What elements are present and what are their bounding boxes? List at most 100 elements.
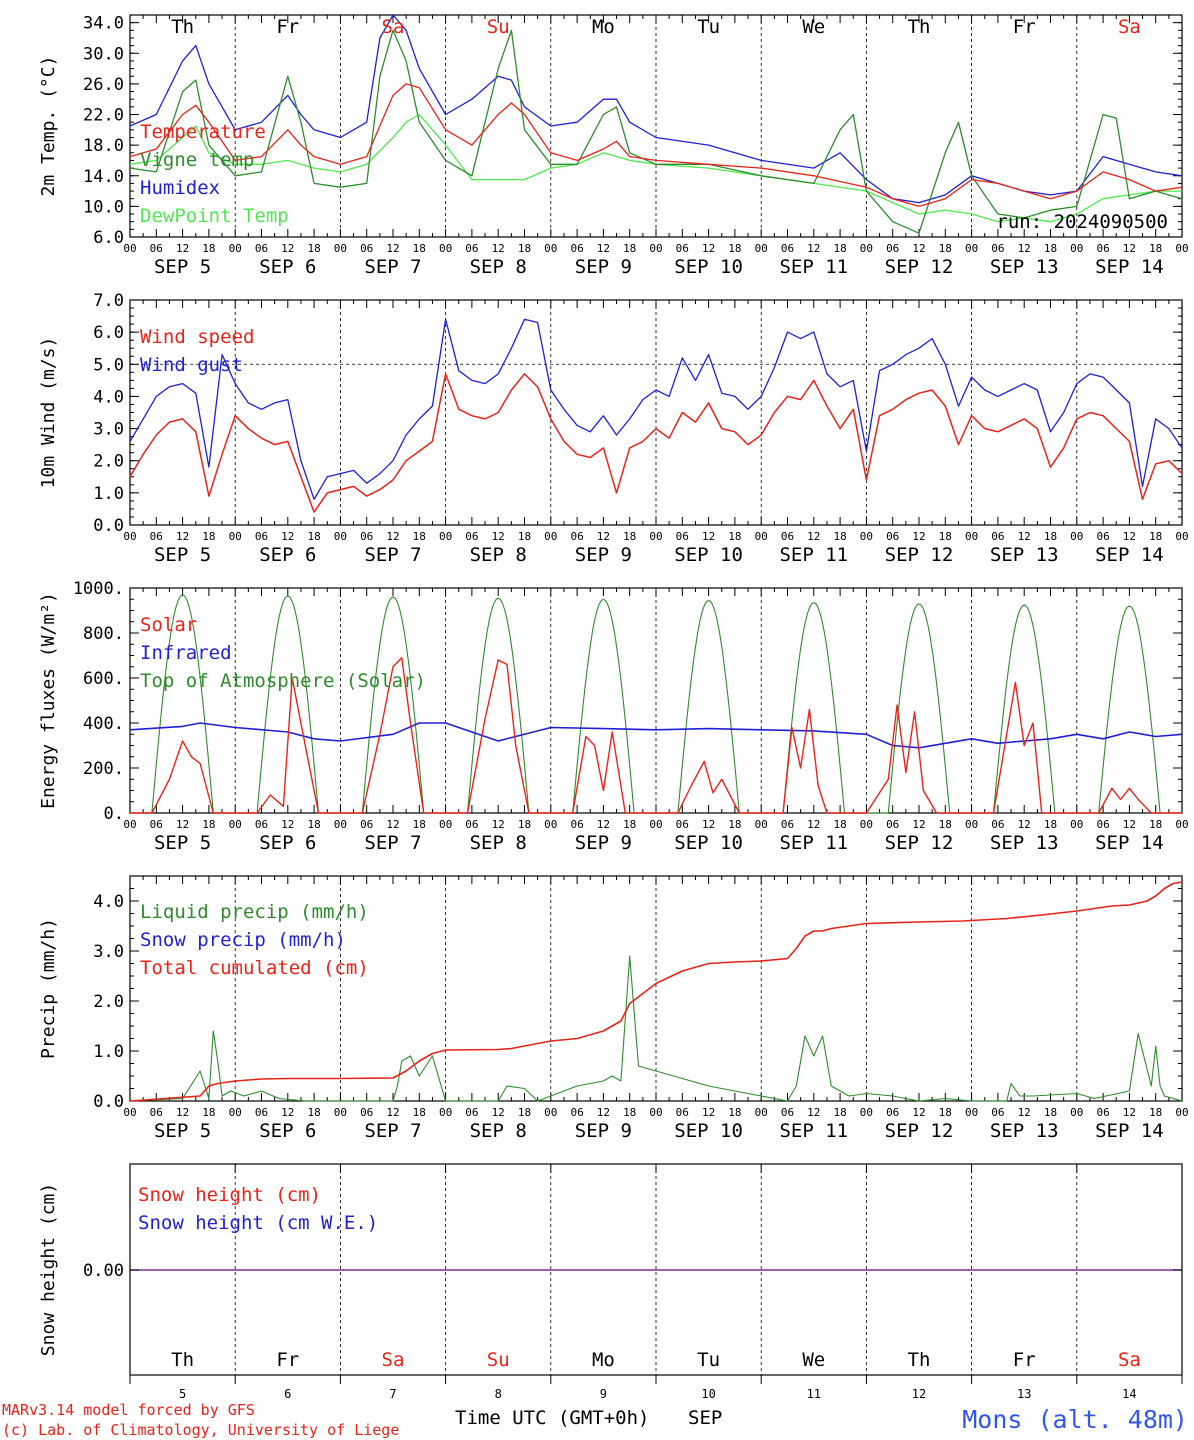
temp-panel-hour-tick: 18 [1044, 242, 1057, 255]
temp-series-line [129, 29, 1183, 234]
temp-panel-ytick-label: 14.0 [83, 167, 124, 187]
precip-panel-ytick-label: 1.0 [93, 1042, 124, 1062]
wind-panel-hour-tick: 18 [413, 530, 426, 543]
wind-panel-hour-tick: 06 [570, 530, 583, 543]
precip-panel-hour-tick: 18 [202, 1106, 215, 1119]
temp-panel-hour-tick: 06 [150, 242, 163, 255]
energy-panel-hour-tick: 06 [150, 818, 163, 831]
temp-panel-hour-tick: 12 [492, 242, 505, 255]
energy-panel-frame [129, 587, 1183, 814]
energy-legend-1: Infrared [140, 642, 232, 664]
temp-panel-hour-tick: 18 [833, 242, 846, 255]
temp-panel-ytick-label: 6.0 [93, 228, 124, 248]
bottom-day-label: Th [171, 1349, 194, 1371]
energy-panel-hour-tick: 06 [570, 818, 583, 831]
wind-panel-hour-tick: 00 [439, 530, 452, 543]
bottom-day-number: 11 [807, 1387, 821, 1401]
wind-panel-date-label: SEP 9 [575, 544, 632, 566]
temp-panel-ytick-label: 26.0 [83, 75, 124, 95]
precip-panel-hour-tick: 12 [1018, 1106, 1031, 1119]
wind-panel-hour-tick: 12 [386, 530, 399, 543]
footer-copyright: (c) Lab. of Climatology, University of L… [2, 1421, 399, 1439]
temp-panel-ytick-label: 34.0 [83, 14, 124, 34]
bottom-day-number: 8 [495, 1387, 502, 1401]
temp-panel-hour-tick: 00 [439, 242, 452, 255]
precip-panel-hour-tick: 06 [991, 1106, 1004, 1119]
precip-panel-hour-tick: 00 [123, 1106, 136, 1119]
top-day-label: Th [171, 16, 194, 38]
precip-panel-hour-tick: 18 [518, 1106, 531, 1119]
temp-panel-hour-tick: 12 [1123, 242, 1136, 255]
precip-panel-hour-tick: 06 [360, 1106, 373, 1119]
precip-panel-hour-tick: 06 [570, 1106, 583, 1119]
temp-series-line [129, 83, 1183, 208]
wind-panel-ytick-label: 3.0 [93, 420, 124, 440]
footer-model: MARv3.14 model forced by GFS [2, 1401, 255, 1419]
energy-panel-ytick-label: 800. [83, 624, 124, 644]
precip-panel-hour-tick: 06 [886, 1106, 899, 1119]
bottom-day-label: Tu [697, 1349, 720, 1371]
temp-panel-hour-tick: 06 [255, 242, 268, 255]
precip-legend-2: Total cumulated (cm) [140, 957, 369, 979]
energy-panel-hour-tick: 06 [360, 818, 373, 831]
wind-panel-hour-tick: 06 [676, 530, 689, 543]
bottom-day-number: 5 [179, 1387, 186, 1401]
snow-panel-ylabel: Snow height (cm) [38, 1183, 59, 1356]
precip-panel-date-label: SEP 6 [259, 1120, 316, 1142]
wind-panel-hour-tick: 12 [702, 530, 715, 543]
energy-panel-hour-tick: 06 [886, 818, 899, 831]
precip-panel-hour-tick: 00 [1070, 1106, 1083, 1119]
wind-panel-hour-tick: 00 [229, 530, 242, 543]
wind-gust-line [129, 318, 1183, 500]
precip-panel-hour-tick: 12 [597, 1106, 610, 1119]
wind-panel-hour-tick: 12 [1123, 530, 1136, 543]
wind-panel-date-label: SEP 12 [885, 544, 954, 566]
precip-panel-hour-tick: 00 [1175, 1106, 1188, 1119]
top-day-label: Th [908, 16, 931, 38]
precip-panel-date-label: SEP 13 [990, 1120, 1059, 1142]
energy-panel-hour-tick: 00 [649, 818, 662, 831]
energy-panel-hour-tick: 18 [728, 818, 741, 831]
temp-panel-hour-tick: 00 [1175, 242, 1188, 255]
energy-panel-hour-tick: 18 [202, 818, 215, 831]
energy-panel-hour-tick: 06 [781, 818, 794, 831]
temp-panel-date-label: SEP 9 [575, 256, 632, 278]
wind-panel-hour-tick: 06 [360, 530, 373, 543]
wind-panel-hour-tick: 12 [176, 530, 189, 543]
wind-panel-hour-tick: 00 [544, 530, 557, 543]
bottom-day-label: We [802, 1349, 825, 1371]
precip-panel-hour-tick: 18 [939, 1106, 952, 1119]
precip-panel-ylabel: Precip (mm/h) [38, 918, 59, 1059]
wind-panel-hour-tick: 18 [518, 530, 531, 543]
wind-speed-line [129, 373, 1183, 513]
energy-legend-2: Top of Atmosphere (Solar) [140, 670, 426, 692]
temp-panel-hour-tick: 18 [413, 242, 426, 255]
wind-panel-hour-tick: 18 [202, 530, 215, 543]
wind-panel-hour-tick: 18 [833, 530, 846, 543]
precip-panel-date-label: SEP 12 [885, 1120, 954, 1142]
wind-panel-date-label: SEP 6 [259, 544, 316, 566]
energy-panel-hour-tick: 12 [492, 818, 505, 831]
energy-panel-hour-tick: 12 [1123, 818, 1136, 831]
wind-panel-hour-tick: 12 [281, 530, 294, 543]
precip-panel-date-label: SEP 10 [674, 1120, 743, 1142]
precip-panel-hour-tick: 18 [728, 1106, 741, 1119]
temp-panel-hour-tick: 06 [465, 242, 478, 255]
precip-panel-hour-tick: 00 [334, 1106, 347, 1119]
energy-panel-hour-tick: 00 [544, 818, 557, 831]
precip-panel-ytick-label: 0.0 [93, 1092, 124, 1112]
energy-panel-hour-tick: 00 [755, 818, 768, 831]
energy-panel-hour-tick: 12 [176, 818, 189, 831]
top-day-label: Fr [1013, 16, 1036, 38]
temp-panel-hour-tick: 12 [702, 242, 715, 255]
energy-panel-hour-tick: 12 [807, 818, 820, 831]
energy-panel-date-label: SEP 14 [1095, 832, 1164, 854]
temp-panel-ytick-label: 22.0 [83, 106, 124, 126]
precip-panel-ytick-label: 4.0 [93, 892, 124, 912]
wind-panel-hour-tick: 00 [123, 530, 136, 543]
wind-panel-date-label: SEP 8 [470, 544, 527, 566]
temp-panel-hour-tick: 00 [965, 242, 978, 255]
snow-legend-0: Snow height (cm) [138, 1184, 321, 1206]
snow-legend-1: Snow height (cm W.E.) [138, 1212, 378, 1234]
wind-legend-0: Wind speed [140, 326, 254, 348]
